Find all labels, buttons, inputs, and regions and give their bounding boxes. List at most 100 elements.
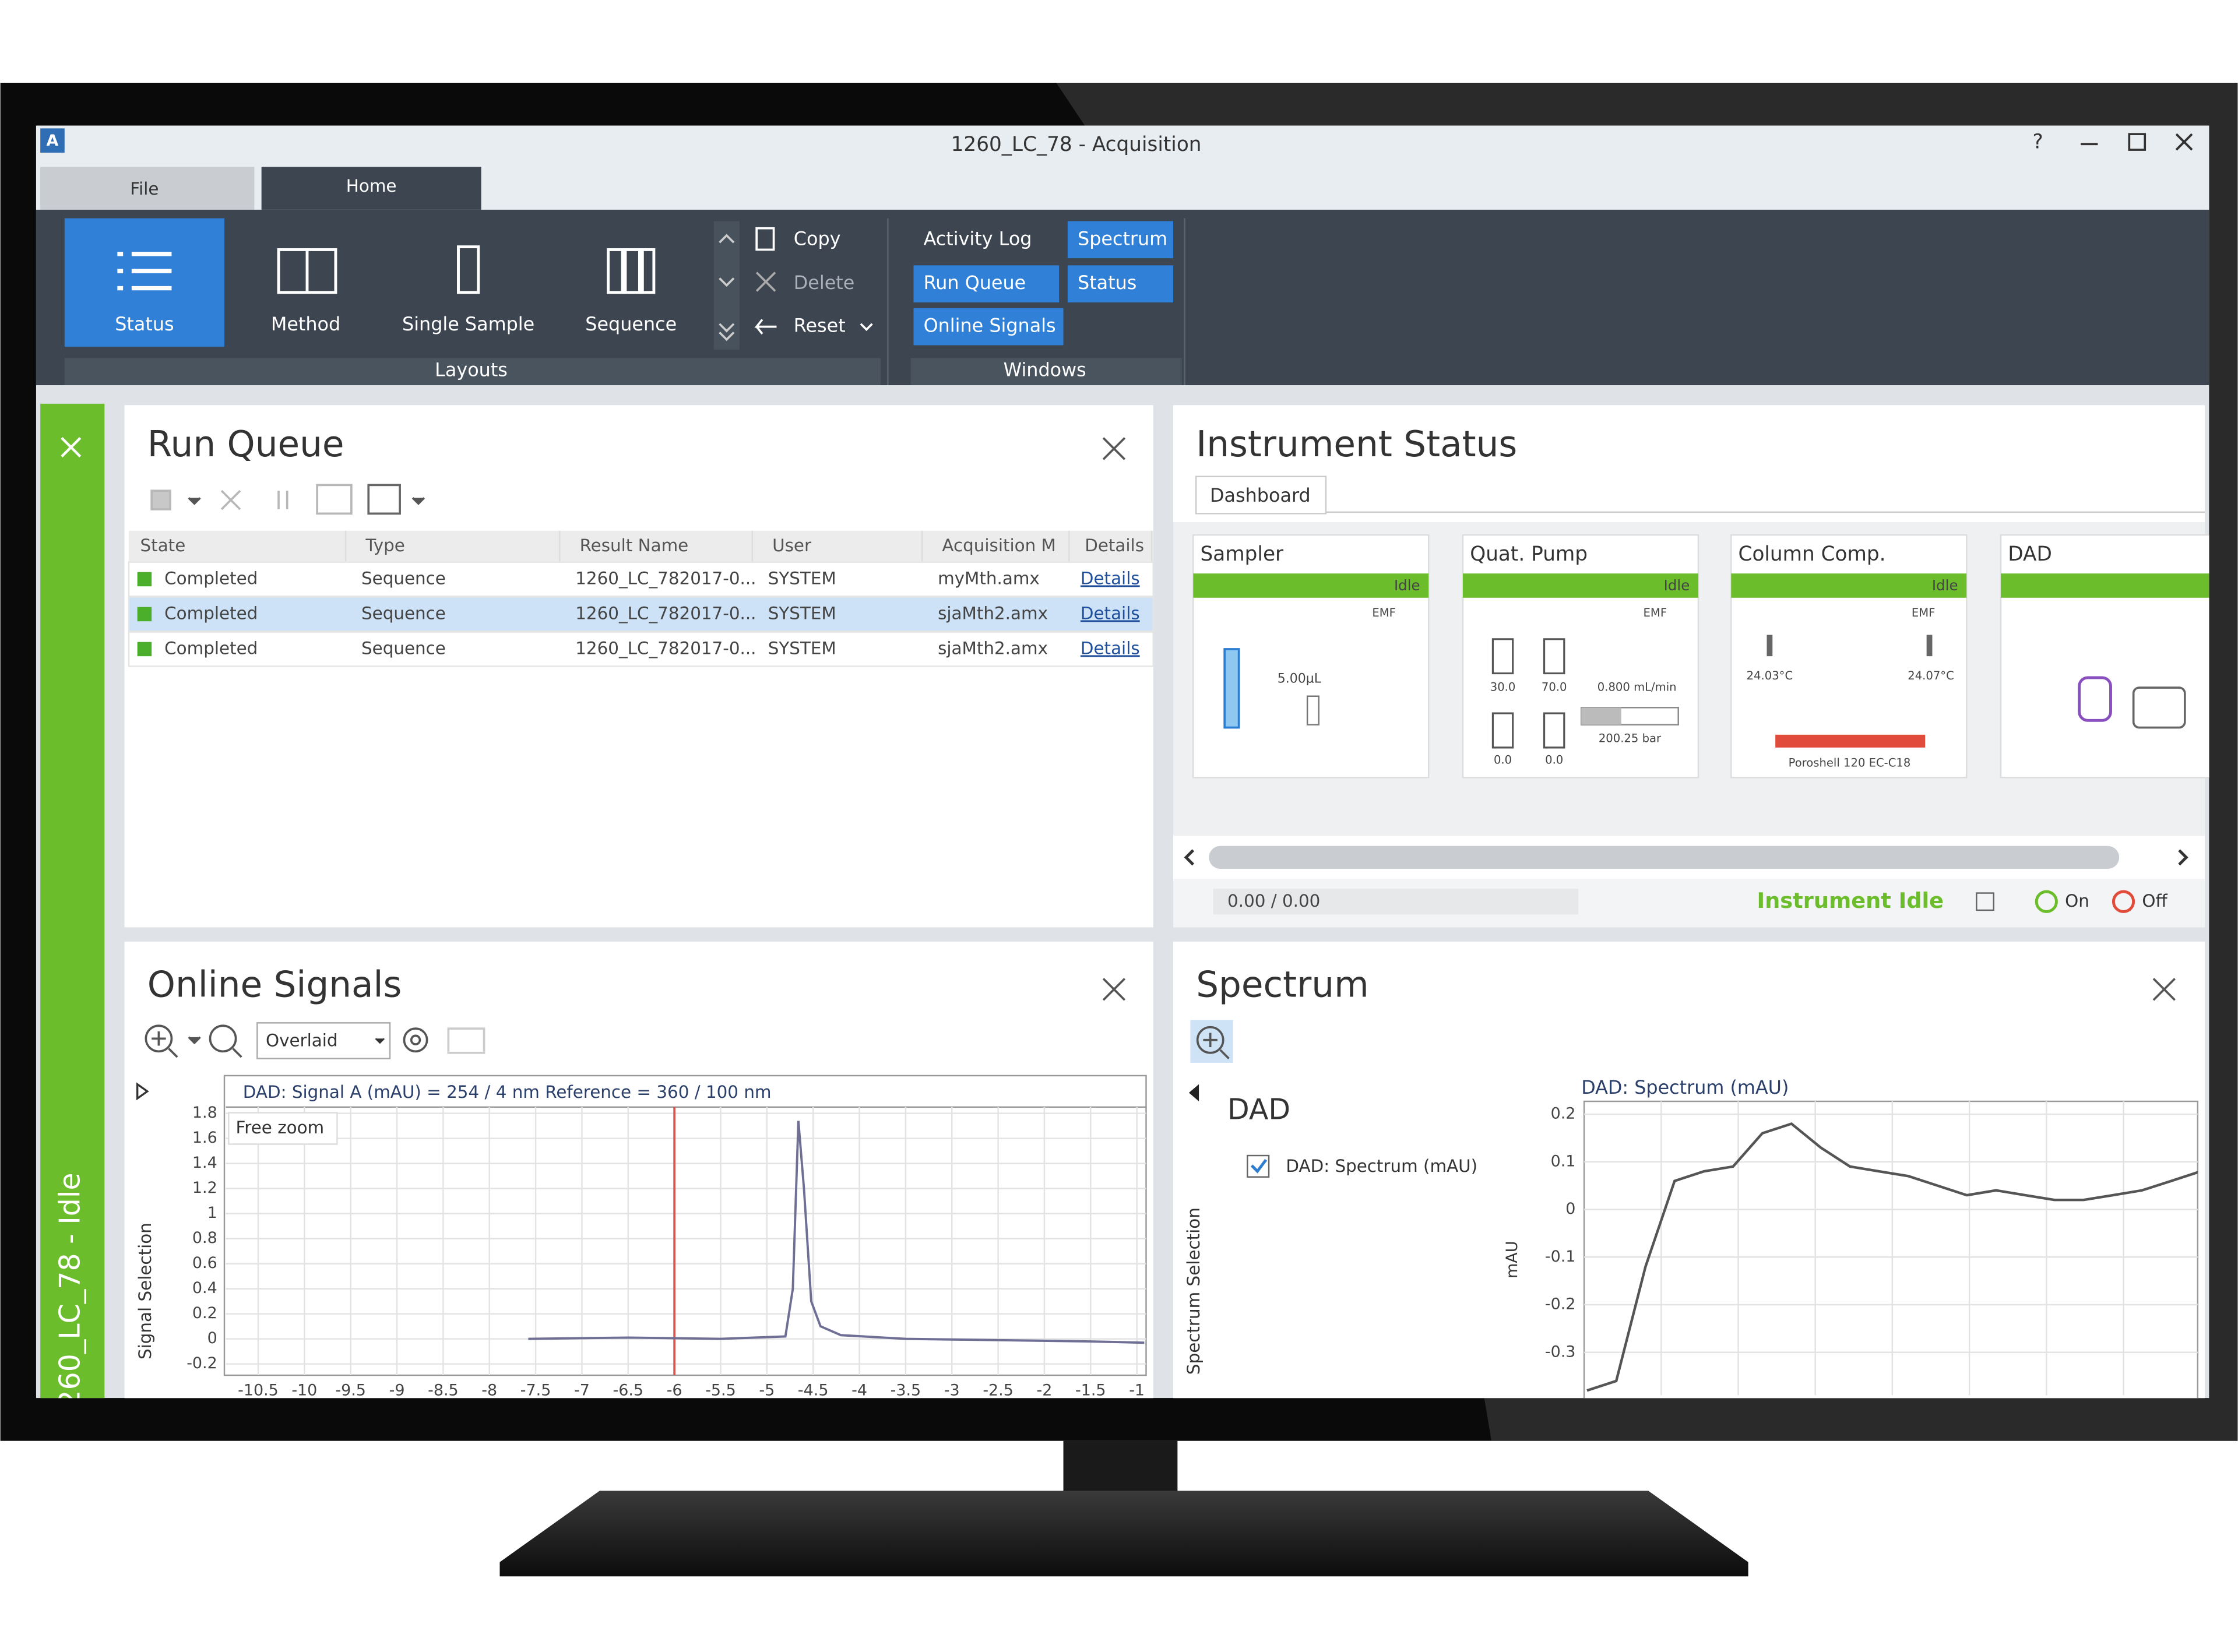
zoom-icon	[1196, 1026, 1230, 1059]
window-button[interactable]	[1067, 221, 1174, 259]
panel-title: Spectrum	[1196, 964, 1369, 1006]
info-icon[interactable]	[1976, 892, 1994, 911]
column-header[interactable]: Acquisition M	[942, 536, 1055, 555]
ribbon-button-label[interactable]: Single Sample	[402, 313, 534, 335]
table-row[interactable]	[128, 631, 1154, 667]
details-link[interactable]: Details	[1081, 603, 1140, 623]
flow: 0.800 mL/min	[1597, 681, 1677, 694]
y-tick-label: -0.2	[1545, 1295, 1576, 1313]
y-tick-label: -0.3	[1545, 1343, 1576, 1361]
table-header	[128, 530, 1153, 562]
panel-title: Online Signals	[147, 964, 402, 1006]
status-button[interactable]	[64, 218, 224, 347]
scroll-arrows[interactable]	[1184, 849, 2188, 866]
y-tick-label: -0.2	[186, 1354, 217, 1372]
ribbon-button-label[interactable]: Sequence	[585, 313, 677, 335]
app-window: A 1260_LC_78 - Acquisition ? File Home L…	[36, 125, 2209, 1399]
y-tick-label: 0.8	[192, 1229, 217, 1247]
y-tick-label: 1.2	[192, 1179, 217, 1197]
column-card	[1730, 534, 1968, 779]
tab-label: File	[130, 179, 159, 199]
action-label[interactable]: Delete	[794, 272, 855, 294]
x-tick-label: -7	[574, 1381, 590, 1399]
view-dropdown-label[interactable]: Overlaid	[266, 1031, 338, 1051]
panel-close[interactable]	[1102, 978, 1126, 1001]
x-tick-label: -1	[1129, 1381, 1145, 1399]
run-queue-toolbar	[150, 484, 425, 515]
module-name: Sampler	[1201, 543, 1284, 566]
y-tick-label: 0.2	[1551, 1105, 1576, 1123]
tab-home[interactable]	[261, 167, 481, 210]
dashboard-tab[interactable]	[1195, 475, 1327, 515]
run-queue-table: State Type Result Name User Acquisition M Det…	[128, 530, 1154, 667]
expand-arrow[interactable]	[136, 1082, 149, 1101]
collapse-arrow[interactable]	[1188, 1084, 1199, 1101]
temperature: 24.07°C	[1908, 669, 1954, 682]
table-cell: Sequence	[361, 568, 446, 588]
panel-close[interactable]	[2152, 978, 2176, 1001]
action-label[interactable]: Reset	[794, 315, 846, 337]
sidebar	[40, 403, 105, 1399]
progress-bar	[1213, 889, 1579, 915]
window-button[interactable]	[1067, 265, 1174, 303]
zoom-label: Free zoom	[236, 1118, 325, 1137]
x-tick-label: -4	[851, 1381, 867, 1399]
details-link[interactable]: Details	[1081, 638, 1140, 658]
action-label[interactable]: Copy	[794, 227, 841, 249]
tab-label: Home	[346, 176, 397, 196]
group-label: Layouts	[435, 359, 508, 381]
window-button[interactable]	[913, 265, 1060, 303]
view-dropdown[interactable]	[256, 1022, 391, 1059]
x-tick-label: -9.5	[335, 1381, 366, 1399]
sidebar-close[interactable]	[61, 437, 82, 457]
pressure: 200.25 bar	[1599, 732, 1662, 745]
module-state: Idle	[1932, 577, 1958, 594]
table-row[interactable]	[128, 561, 1154, 597]
table-cell: SYSTEM	[768, 568, 836, 588]
sequence-icon	[607, 248, 656, 294]
ribbon-button-label[interactable]: Method	[271, 313, 340, 335]
on-label[interactable]: On	[2065, 891, 2089, 911]
tab-file[interactable]	[40, 167, 255, 210]
table-row[interactable]	[128, 596, 1154, 632]
side-label: Spectrum Selection	[1184, 1207, 1204, 1375]
help-button[interactable]: ?	[2033, 130, 2043, 153]
detector-name: DAD	[1227, 1093, 1290, 1126]
chart-title: DAD: Spectrum (mAU)	[1581, 1076, 1789, 1098]
column-header[interactable]: User	[772, 536, 812, 555]
table-cell: myMth.amx	[938, 568, 1040, 588]
off-label[interactable]: Off	[2142, 891, 2167, 911]
maximize-button[interactable]	[2128, 133, 2146, 151]
window-title: 1260_LC_78 - Acquisition	[951, 133, 1202, 156]
off-icon[interactable]	[2112, 890, 2135, 913]
checkbox-label[interactable]: DAD: Spectrum (mAU)	[1286, 1156, 1477, 1176]
panel-title: Run Queue	[147, 424, 344, 465]
y-tick-label: 0.4	[192, 1279, 217, 1297]
column-header[interactable]: Result Name	[580, 536, 689, 555]
column-header[interactable]: Type	[365, 536, 404, 555]
panel-close[interactable]	[1102, 437, 1126, 460]
close-button[interactable]	[2175, 133, 2193, 151]
signals-toolbar[interactable]	[145, 1024, 485, 1058]
column-header[interactable]: State	[140, 536, 186, 555]
status-marker	[137, 642, 152, 657]
window-button[interactable]	[913, 308, 1064, 346]
details-link[interactable]: Details	[1081, 568, 1140, 588]
on-icon[interactable]	[2035, 890, 2058, 913]
table-cell: Completed	[164, 638, 258, 658]
method-icon	[277, 248, 337, 294]
checkbox[interactable]	[1247, 1154, 1270, 1178]
module-name: Column Comp.	[1739, 543, 1886, 566]
instrument-state: Instrument Idle	[1757, 888, 1944, 913]
column-header[interactable]: Details	[1085, 536, 1144, 555]
scrollbar[interactable]	[1209, 846, 2120, 869]
x-tick-label: -5	[759, 1381, 775, 1399]
window-button-label: Online Signals	[924, 315, 1056, 337]
app-icon	[40, 128, 65, 153]
y-tick-label: 0	[1565, 1200, 1575, 1218]
window-button-label[interactable]: Activity Log	[924, 227, 1032, 249]
reset-icon	[754, 319, 777, 335]
side-label: Signal Selection	[135, 1223, 155, 1359]
chart-frame	[223, 1075, 1147, 1376]
y-tick-label: 1.6	[192, 1129, 217, 1147]
